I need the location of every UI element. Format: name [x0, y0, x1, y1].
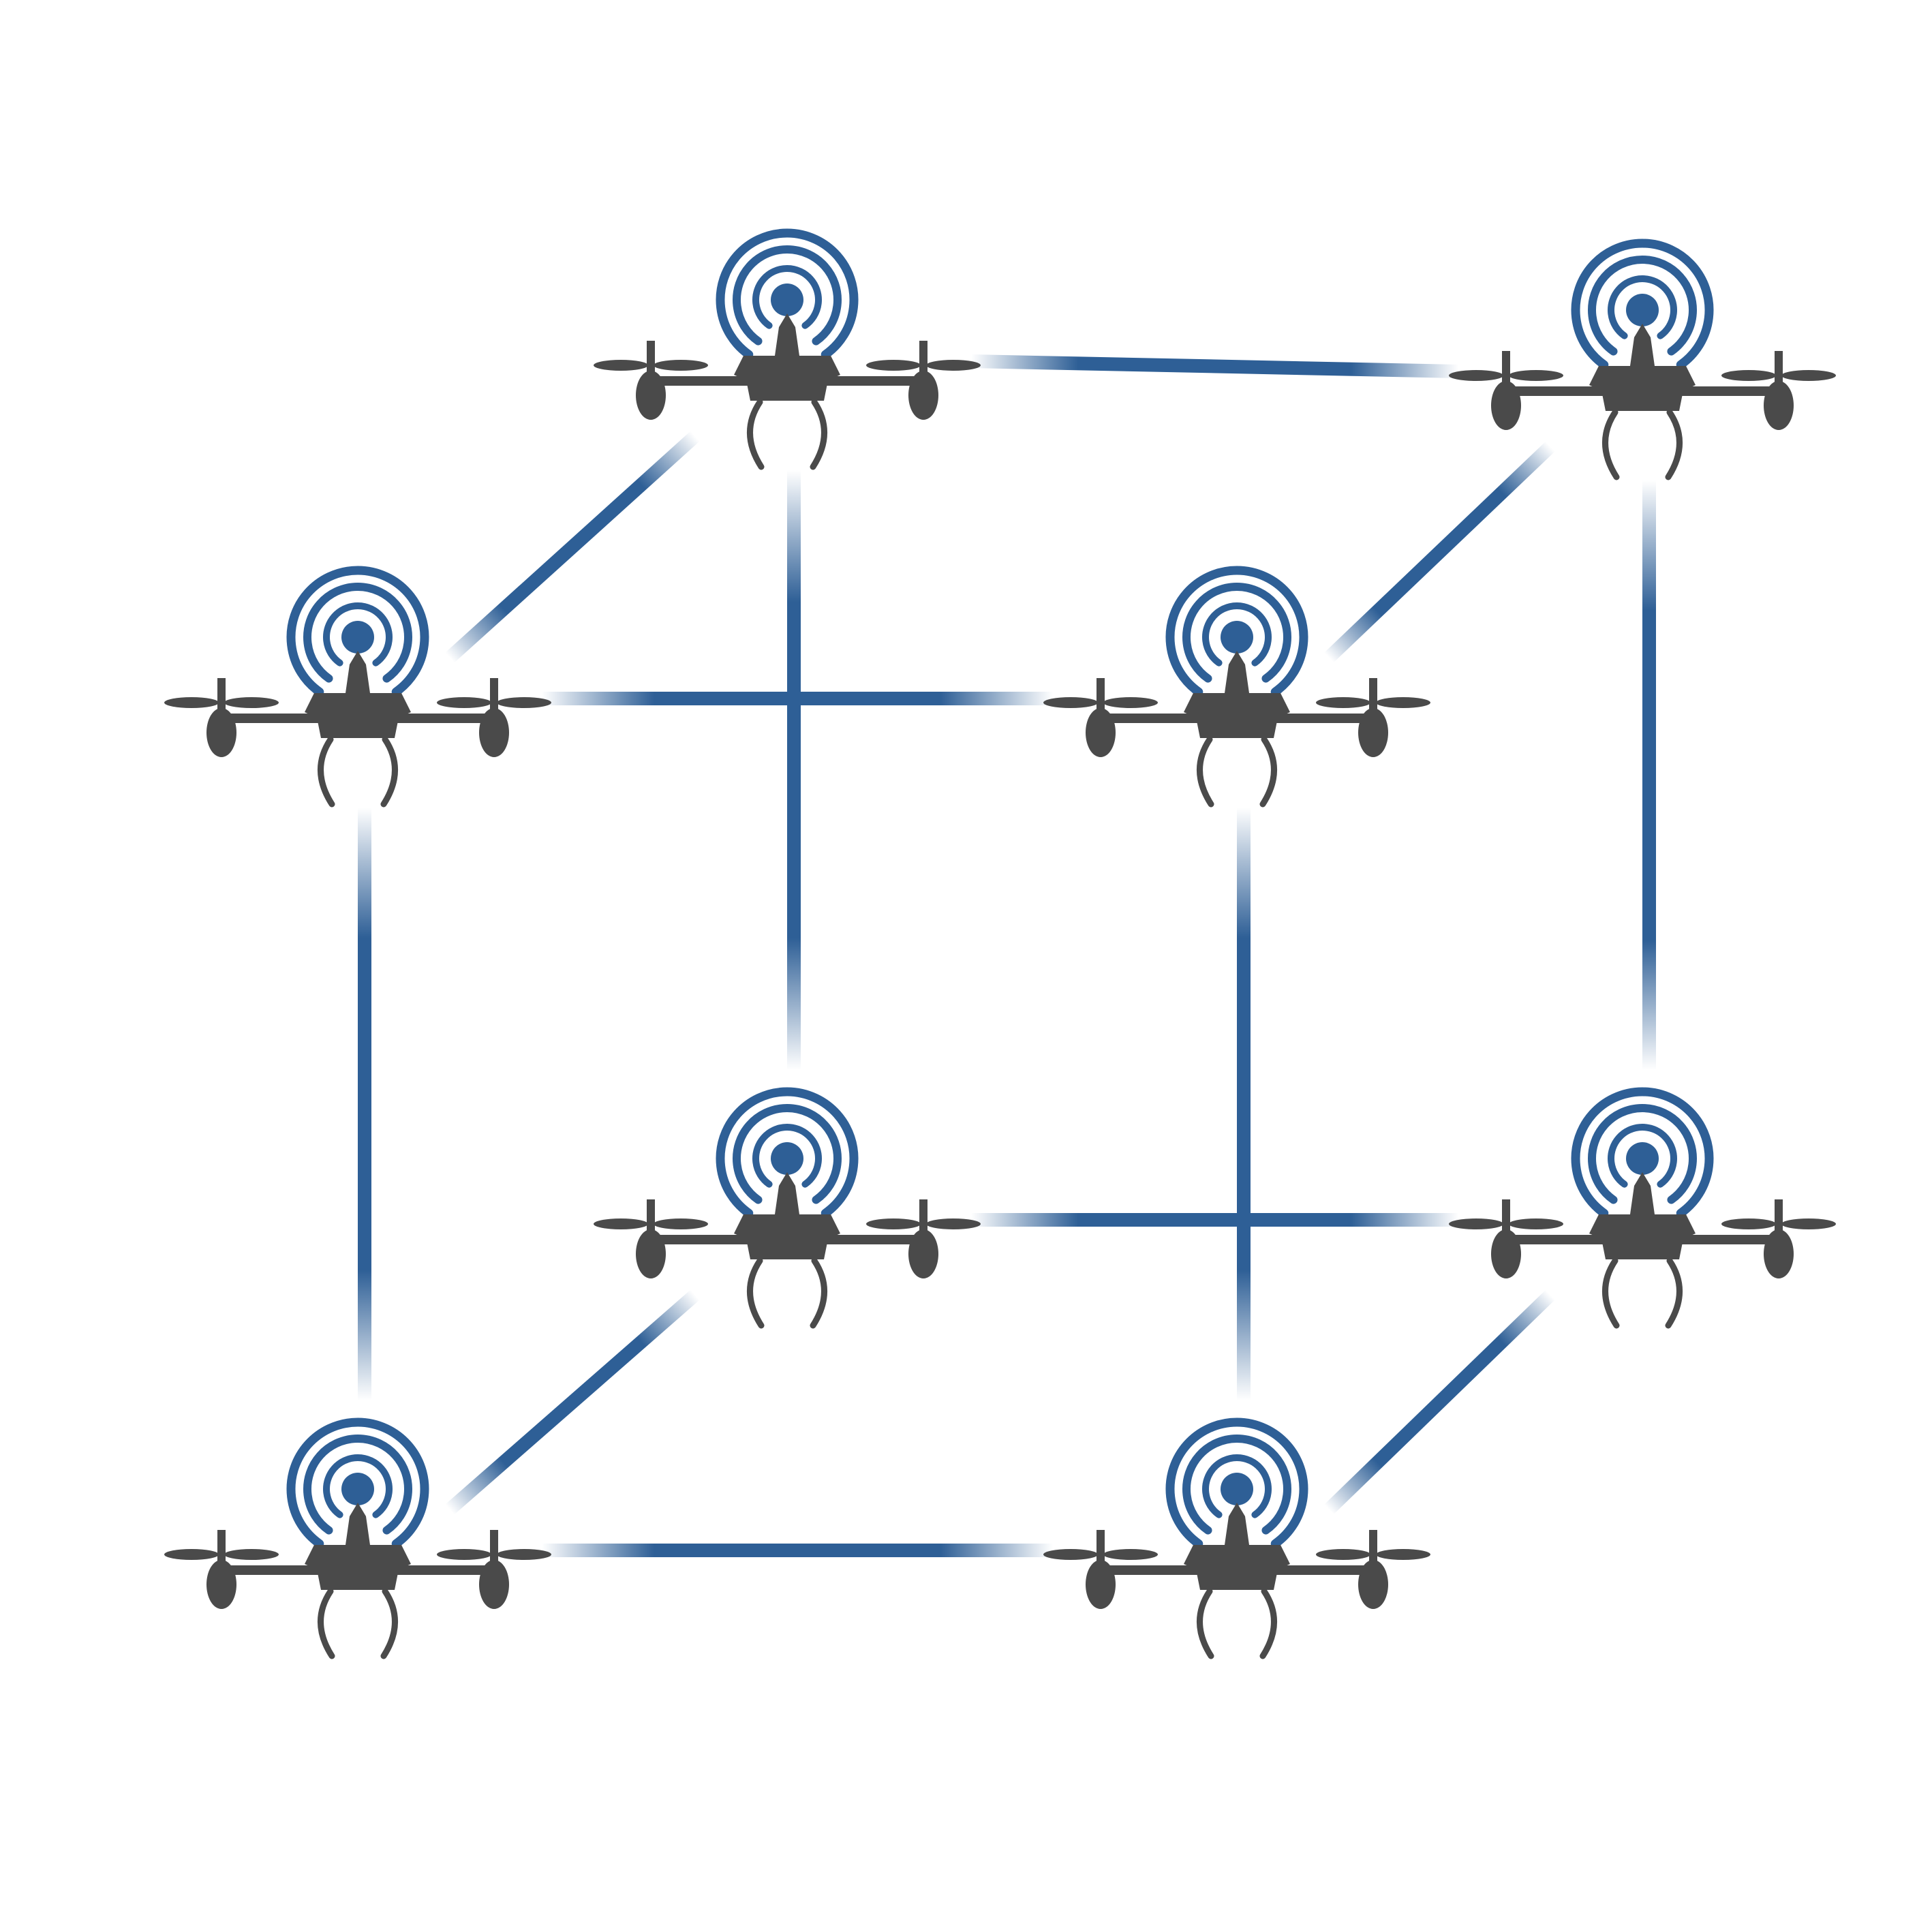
link-front-top-right-to-back-top-right	[1324, 441, 1555, 663]
link-front-bottom-left-to-back-bottom-left	[445, 1289, 700, 1515]
signal-icon	[1165, 1417, 1308, 1548]
signal-icon	[1571, 239, 1714, 369]
drone-icon	[164, 1503, 551, 1659]
signal-icon	[286, 1417, 429, 1548]
drone-node-back-bottom-left	[594, 1087, 981, 1329]
drone-node-back-bottom-right	[1449, 1087, 1836, 1329]
links-layer	[358, 354, 1656, 1557]
signal-icon	[286, 566, 429, 696]
signal-icon	[716, 1087, 859, 1218]
link-front-bottom-right-to-back-bottom-right	[1324, 1289, 1555, 1515]
drone-icon	[1043, 1503, 1430, 1659]
drone-node-back-top-left	[594, 228, 981, 470]
drone-icon	[1449, 324, 1836, 480]
signal-icon	[1165, 566, 1308, 696]
drone-icon	[164, 651, 551, 808]
drone-node-back-top-right	[1449, 239, 1836, 480]
drone-node-front-top-right	[1043, 566, 1430, 808]
link-front-top-left-to-back-top-left	[445, 431, 700, 663]
nodes-layer	[164, 228, 1836, 1659]
drone-icon	[1449, 1172, 1836, 1329]
drone-icon	[1043, 651, 1430, 808]
drone-node-front-bottom-left	[164, 1417, 551, 1659]
drone-icon	[594, 1172, 981, 1329]
drone-node-front-bottom-right	[1043, 1417, 1430, 1659]
signal-icon	[1571, 1087, 1714, 1218]
drone-icon	[594, 313, 981, 470]
signal-icon	[716, 228, 859, 359]
link-back-top-left-to-back-top-right	[970, 354, 1459, 378]
drone-node-front-top-left	[164, 566, 551, 808]
